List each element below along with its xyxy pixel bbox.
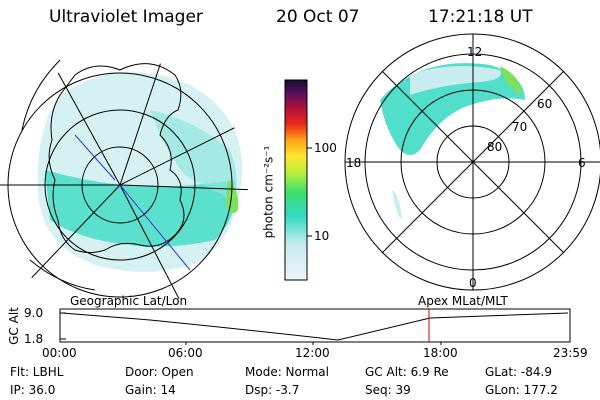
info-dsp: Dsp: -3.7 xyxy=(245,383,300,397)
colorbar-tick-10: 10 xyxy=(314,229,330,243)
apex-map xyxy=(344,33,600,291)
info-flt: Flt: LBHL xyxy=(10,365,64,379)
mlt-label-6: 6 xyxy=(578,156,586,170)
info-door: Door: Open xyxy=(125,365,194,379)
image-date: 20 Oct 07 xyxy=(276,7,360,27)
altitude-xtick-2359: 23:59 xyxy=(553,346,588,360)
instrument-title: Ultraviolet Imager xyxy=(49,7,203,27)
info-ip: IP: 36.0 xyxy=(10,383,56,397)
mlat-label-70: 70 xyxy=(512,120,528,134)
mlt-label-18: 18 xyxy=(346,156,362,170)
altitude-xtick-1800: 18:00 xyxy=(423,346,458,360)
info-mode: Mode: Normal xyxy=(245,365,329,379)
info-glon: GLon: 177.2 xyxy=(485,383,558,397)
info-glat: GLat: -84.9 xyxy=(485,365,552,379)
info-seq: Seq: 39 xyxy=(365,383,411,397)
colorbar xyxy=(284,79,312,281)
altitude-xtick-0000: 00:00 xyxy=(42,346,77,360)
altitude-ytick-1-8: 1.8 xyxy=(24,332,44,346)
altitude-plot xyxy=(59,308,571,345)
geographic-label: Geographic Lat/Lon xyxy=(70,294,188,308)
altitude-xtick-0600: 06:00 xyxy=(168,346,203,360)
info-gc-alt: GC Alt: 6.9 Re xyxy=(365,365,449,379)
mlt-label-12: 12 xyxy=(467,45,483,59)
altitude-ytick-9: 9.0 xyxy=(24,306,44,320)
colorbar-unit-label: photon cm⁻²s⁻¹ xyxy=(261,145,276,239)
mlat-label-80: 80 xyxy=(487,140,503,154)
geographic-map xyxy=(0,57,248,313)
info-gain: Gain: 14 xyxy=(125,383,176,397)
altitude-ylabel: GC Alt xyxy=(6,307,21,345)
mlt-label-0: 0 xyxy=(469,276,477,290)
image-time: 17:21:18 UT xyxy=(428,7,533,27)
apex-label: Apex MLat/MLT xyxy=(418,294,508,308)
colorbar-tick-100: 100 xyxy=(314,141,337,155)
coastline xyxy=(48,63,185,253)
mlat-label-60: 60 xyxy=(537,97,553,111)
altitude-xtick-1200: 12:00 xyxy=(295,346,330,360)
altitude-curve xyxy=(61,312,569,341)
